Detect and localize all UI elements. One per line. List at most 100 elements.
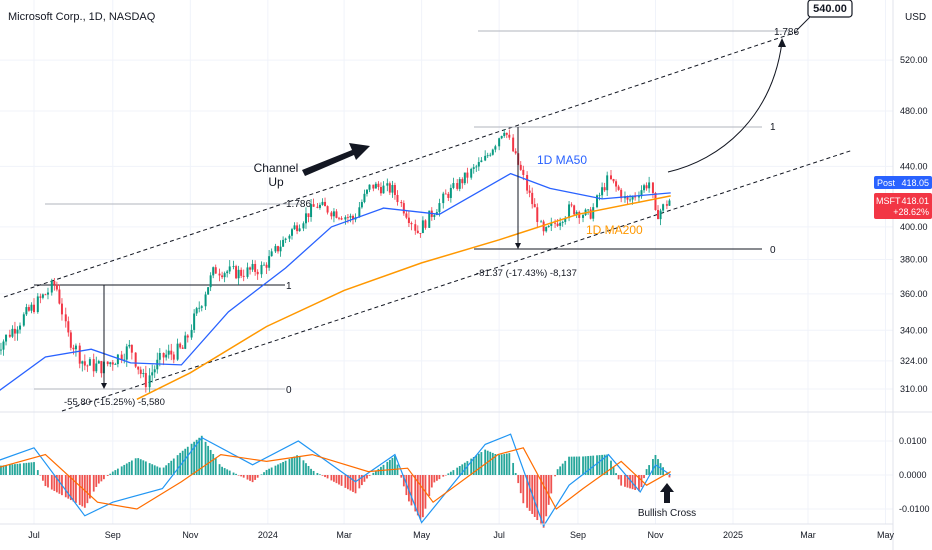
candle-body	[463, 172, 466, 184]
macd-histogram-bar	[223, 468, 226, 475]
candle-body	[60, 303, 63, 315]
macd-panel	[0, 433, 672, 528]
macd-histogram-bar	[452, 470, 455, 475]
candle-body	[13, 328, 16, 334]
macd-histogram-bar	[335, 475, 338, 484]
candle-body	[461, 179, 464, 184]
macd-histogram-bar	[449, 471, 452, 475]
macd-histogram-bar	[19, 463, 21, 475]
price-axis[interactable]: 310.00 324.00 340.00 360.00 380.00 400.00 440.…	[900, 55, 928, 394]
macd-histogram-bar	[340, 475, 343, 486]
macd-histogram-bar	[582, 456, 584, 475]
macd-histogram-bar	[354, 475, 357, 494]
macd-histogram-bar	[237, 475, 240, 476]
macd-histogram-bar	[447, 473, 450, 475]
candle-body	[290, 229, 293, 236]
candle-body	[598, 195, 601, 197]
macd-histogram-bar	[130, 460, 133, 475]
candle-body	[310, 204, 313, 218]
candle-body	[494, 146, 497, 150]
macd-histogram-bar	[165, 465, 168, 475]
candle-body	[424, 220, 427, 228]
candle-body	[22, 314, 25, 326]
macd-histogram-bar	[139, 459, 142, 475]
candle-body	[419, 233, 422, 234]
measure-b-label: -81.37 (-17.43%) -8,137	[476, 268, 577, 279]
price-change: +28.62%	[893, 207, 929, 217]
candle-body	[603, 187, 606, 191]
macd-histogram-bar	[442, 475, 445, 477]
macd-histogram-bar	[377, 468, 380, 475]
candle-body	[335, 211, 338, 218]
macd-histogram-bar	[391, 457, 394, 475]
candle-body	[263, 264, 266, 266]
candle-body	[53, 280, 56, 285]
currency-label[interactable]: USD	[905, 12, 926, 23]
candle-body	[186, 335, 189, 338]
macd-histogram-bar	[144, 461, 147, 475]
macd-histogram-bar	[366, 475, 368, 479]
macd-line	[0, 433, 672, 528]
price-tick-label: 310.00	[900, 384, 928, 394]
price-tick-label: 400.00	[900, 222, 928, 232]
macd-histogram-bar	[347, 475, 349, 490]
macd-histogram-bar	[491, 452, 494, 475]
candle-body	[480, 160, 483, 163]
candle-body	[184, 335, 187, 349]
candle-body	[629, 199, 632, 201]
macd-histogram-bar	[153, 465, 156, 475]
macd-histogram-bar	[142, 460, 145, 475]
macd-histogram-bar	[416, 475, 419, 516]
candle-body	[358, 207, 361, 218]
macd-histogram-bar	[30, 462, 33, 475]
candle-body	[391, 185, 394, 193]
candle-body	[318, 204, 321, 208]
macd-histogram-bar	[645, 469, 648, 475]
candle-body	[170, 350, 173, 355]
candle-body	[514, 151, 517, 154]
macd-histogram-bar	[620, 475, 623, 486]
macd-histogram-bar	[512, 462, 515, 475]
macd-axis[interactable]: 0.0100 0.0000 -0.0100	[899, 436, 930, 514]
candle-body	[601, 187, 604, 196]
candle-body	[587, 209, 590, 211]
macd-histogram-bar	[221, 466, 223, 475]
candle-body	[648, 182, 651, 189]
macd-histogram-bar	[344, 475, 347, 488]
bullish-cross-label: Bullish Cross	[638, 508, 696, 519]
macd-tick-label: 0.0100	[899, 436, 927, 446]
macd-histogram-bar	[28, 462, 30, 475]
candle-body	[137, 366, 140, 370]
candle-body	[293, 225, 296, 230]
candle-body	[195, 308, 198, 314]
macd-histogram-bar	[310, 468, 312, 475]
candle-body	[41, 294, 44, 298]
time-axis[interactable]: Jul Sep Nov 2024 Mar May Jul Sep Nov 2025 Mar May	[28, 530, 894, 540]
candle-body	[654, 192, 657, 210]
candle-body	[477, 162, 480, 167]
macd-histogram-bar	[498, 454, 501, 475]
grid	[0, 0, 893, 524]
candle-body	[209, 275, 212, 288]
candle-body	[95, 363, 98, 372]
candle-body	[466, 172, 469, 178]
macd-histogram-bar	[470, 458, 473, 475]
target-callout-line	[796, 14, 813, 31]
macd-histogram-bar	[100, 475, 103, 482]
macd-histogram-bar	[218, 464, 221, 475]
candle-body	[86, 365, 89, 367]
macd-histogram-bar	[561, 463, 564, 475]
candle-body	[123, 359, 126, 361]
candle-body	[223, 273, 226, 278]
candle-body	[372, 184, 375, 189]
candle-body	[165, 354, 168, 358]
candle-body	[181, 347, 184, 349]
candle-body	[547, 225, 550, 227]
candle-body	[522, 169, 525, 175]
macd-histogram-bar	[67, 475, 70, 499]
candle-body	[214, 267, 217, 274]
candle-body	[575, 211, 578, 215]
candle-body	[218, 273, 221, 276]
candle-body	[554, 222, 557, 224]
macd-histogram-bar	[33, 462, 35, 475]
